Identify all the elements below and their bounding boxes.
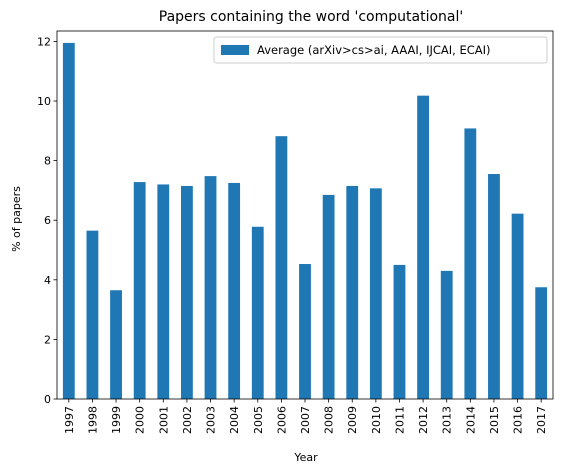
x-ticks-group: 1997 1998 1999 2000 2001 2002 2003 2004 2005 2006…: [63, 399, 548, 434]
bar-2000: [133, 182, 146, 399]
x-tick-label: 2015: [488, 406, 501, 434]
y-tick-label: 4: [44, 274, 51, 287]
x-tick-label: 2005: [252, 406, 265, 434]
bar-1997: [62, 42, 75, 399]
bar-2001: [157, 184, 170, 399]
legend-box: [213, 36, 548, 64]
x-tick-label: 2013: [441, 406, 454, 434]
legend-entry: Average (arXiv>cs>ai, AAAI, IJCAI, ECAI): [257, 43, 491, 57]
x-tick-label: 2001: [157, 406, 170, 434]
chart-title: Papers containing the word 'computationa…: [159, 9, 463, 25]
x-tick-label: 2010: [370, 406, 383, 434]
x-tick-label: 2009: [346, 406, 359, 434]
legend: Average (arXiv>cs>ai, AAAI, IJCAI, ECAI): [213, 36, 548, 64]
bar-2009: [346, 185, 359, 399]
y-tick-label: 12: [37, 35, 51, 48]
x-tick-label: 1997: [63, 406, 76, 434]
x-tick-label: 2002: [181, 406, 194, 434]
bar-2011: [393, 264, 406, 399]
x-tick-label: 2012: [417, 406, 430, 434]
bar-2006: [275, 136, 288, 399]
x-tick-label: 2016: [512, 406, 525, 434]
bar-2017: [535, 287, 548, 399]
y-tick-label: 6: [44, 214, 51, 227]
bar-2016: [511, 213, 524, 399]
bar-2013: [440, 270, 453, 399]
bar-2007: [299, 264, 311, 399]
x-tick-label: 1999: [110, 406, 123, 434]
plot-frame: [56, 30, 554, 400]
x-tick-label: 2004: [228, 406, 241, 434]
bar-2012: [417, 95, 429, 399]
bar-1999: [110, 290, 122, 399]
x-tick-label: 2000: [134, 406, 147, 434]
x-tick-label: 2014: [464, 406, 477, 434]
bar-2005: [251, 226, 264, 399]
bar-2010: [369, 188, 382, 399]
x-tick-label: 2008: [323, 406, 336, 434]
x-tick-label: 2007: [299, 406, 312, 434]
y-tick-label: 0: [44, 393, 51, 406]
bar-2003: [204, 176, 217, 399]
bar-1998: [86, 230, 99, 399]
y-ticks-group: 0 2 4 6 8 10 12: [37, 35, 57, 406]
y-axis-label: % of papers: [10, 186, 23, 252]
y-tick-label: 2: [44, 333, 51, 346]
bar-2008: [322, 194, 335, 399]
x-tick-label: 2003: [205, 406, 218, 434]
x-tick-label: 2011: [393, 406, 406, 434]
bar-2002: [181, 185, 193, 399]
x-tick-label: 2006: [275, 406, 288, 434]
legend-swatch: [221, 45, 249, 55]
y-tick-label: 8: [44, 155, 51, 168]
x-tick-label: 2017: [535, 406, 548, 434]
bar-2015: [488, 174, 500, 399]
bar-2014: [464, 128, 477, 399]
y-tick-label: 10: [37, 95, 51, 108]
bar-2004: [228, 182, 241, 399]
x-axis-label: Year: [293, 451, 318, 464]
bars-group: [62, 42, 548, 399]
x-tick-label: 1998: [86, 406, 99, 434]
